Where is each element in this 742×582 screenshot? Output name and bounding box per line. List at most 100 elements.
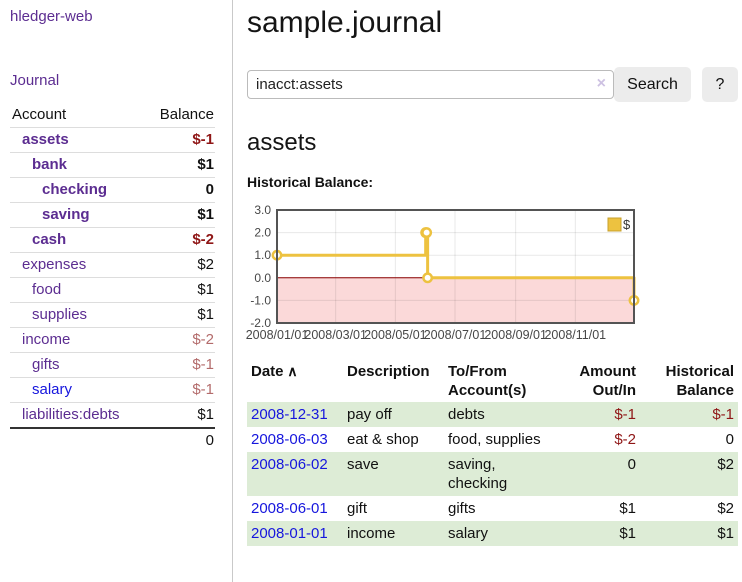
transaction-date-link[interactable]: 2008-06-02 (251, 456, 328, 473)
account-balance: $1 (144, 302, 215, 328)
account-link[interactable]: gifts (32, 356, 60, 373)
sidebar: hledger-web Journal Account Balance asse… (0, 0, 233, 582)
svg-text:2008/11/01: 2008/11/01 (544, 328, 606, 342)
register-row: 2008-12-31 pay off debts $-1 $-1 (247, 402, 738, 427)
register-header-to-from-account-s-: To/From Account(s) (448, 363, 527, 399)
transaction-accounts: salary (444, 521, 554, 546)
transaction-balance: 0 (725, 431, 734, 448)
accounts-header-account: Account (12, 106, 67, 123)
search-button[interactable]: Search (614, 67, 691, 102)
sort-asc-icon: ∧ (283, 363, 298, 379)
register-row: 2008-06-02 save saving, checking 0 $2 (247, 452, 738, 496)
account-link[interactable]: cash (32, 231, 67, 248)
accounts-total-value: 0 (144, 427, 215, 453)
account-row: income $-2 (10, 327, 215, 353)
main-content: sample.journal × Search ? assets Histori… (233, 0, 742, 582)
chart-title: Historical Balance: (247, 174, 374, 190)
transaction-date-link[interactable]: 2008-12-31 (251, 406, 328, 423)
account-link[interactable]: liabilities:debts (22, 406, 120, 423)
account-row: liabilities:debts $1 (10, 402, 215, 428)
transaction-amount: $1 (619, 500, 636, 517)
account-balance: $2 (144, 252, 215, 278)
transaction-accounts: debts (444, 402, 554, 427)
account-balance: $-1 (144, 377, 215, 403)
page-title: sample.journal (247, 6, 443, 39)
account-row: gifts $-1 (10, 352, 215, 378)
register-header-amount-out-in: Amount Out/In (579, 363, 636, 399)
account-balance: $1 (144, 402, 215, 428)
clear-search-icon[interactable]: × (596, 75, 606, 92)
svg-text:-1.0: -1.0 (250, 293, 271, 307)
account-row: assets $-1 (10, 127, 215, 153)
account-link[interactable]: food (32, 281, 62, 298)
account-balance: $-2 (144, 327, 215, 353)
transaction-description: save (343, 452, 444, 496)
transaction-accounts: saving, checking (444, 452, 554, 496)
account-balance: $1 (144, 277, 215, 303)
account-balance: $-1 (144, 127, 215, 153)
transaction-date-link[interactable]: 2008-06-01 (251, 500, 328, 517)
accounts-table: Account Balance assets $-1 bank $1 checking 0… (10, 100, 215, 453)
account-balance: $-1 (144, 352, 215, 378)
transaction-description: eat & shop (347, 431, 419, 448)
transaction-description: gift (347, 500, 368, 517)
account-link[interactable]: salary (32, 381, 73, 398)
account-row: saving $1 (10, 202, 215, 228)
transaction-date-link[interactable]: 2008-06-03 (251, 431, 328, 448)
svg-text:2008/07/01: 2008/07/01 (424, 328, 487, 342)
account-link[interactable]: assets (22, 131, 69, 148)
account-link[interactable]: supplies (32, 306, 88, 323)
transaction-balance: $1 (640, 521, 738, 546)
accounts-total-row: 0 (10, 427, 215, 453)
svg-text:2008/05/01: 2008/05/01 (364, 328, 427, 342)
register-header-date[interactable]: Date ∧ (251, 363, 298, 380)
svg-text:2.0: 2.0 (254, 226, 271, 240)
account-row: cash $-2 (10, 227, 215, 253)
transaction-balance: $-1 (640, 402, 738, 427)
account-row: supplies $1 (10, 302, 215, 328)
transaction-amount: $-2 (614, 431, 636, 448)
transaction-description: pay off (343, 402, 444, 427)
accounts-header-balance: Balance (159, 106, 214, 123)
account-row: checking 0 (10, 177, 215, 203)
help-button[interactable]: ? (702, 67, 738, 102)
svg-text:2008/01/01: 2008/01/01 (246, 328, 309, 342)
search-form: × (247, 70, 614, 99)
app-brand-link[interactable]: hledger-web (10, 8, 93, 25)
svg-text:0.0: 0.0 (254, 271, 271, 285)
account-link[interactable]: expenses (22, 256, 87, 273)
register-row: 2008-06-01 gift gifts $1 $2 (247, 496, 738, 521)
svg-text:1.0: 1.0 (254, 248, 271, 262)
account-heading: assets (247, 129, 317, 156)
register-header-historical-balance: Historical Balance (665, 363, 734, 399)
transaction-amount: $1 (554, 521, 640, 546)
svg-text:2008/09/01: 2008/09/01 (484, 328, 547, 342)
account-row: bank $1 (10, 152, 215, 178)
svg-text:3.0: 3.0 (254, 203, 271, 217)
account-row: expenses $2 (10, 252, 215, 278)
account-link[interactable]: bank (32, 156, 68, 173)
account-link[interactable]: income (22, 331, 71, 348)
account-balance: $-2 (144, 227, 215, 253)
account-row: food $1 (10, 277, 215, 303)
transaction-accounts: gifts (448, 500, 476, 517)
sidebar-item-journal[interactable]: Journal (10, 72, 60, 89)
transaction-amount: 0 (554, 452, 640, 496)
historical-balance-chart: 3.0 2.0 1.0 0.0 -1.0 -2.02008/01/012008/03/01… (246, 203, 640, 342)
account-balance: $1 (144, 152, 215, 178)
register-table: Date ∧ Description To/From Account(s) Amoun… (247, 360, 738, 546)
register-row: 2008-01-01 income salary $1 $1 (247, 521, 738, 546)
account-balance: $1 (144, 202, 215, 228)
transaction-description: income (343, 521, 444, 546)
search-input[interactable] (247, 70, 614, 99)
transaction-balance: $2 (717, 500, 734, 517)
transaction-date-link[interactable]: 2008-01-01 (251, 525, 328, 542)
account-link[interactable]: checking (42, 181, 108, 198)
transaction-balance: $2 (640, 452, 738, 496)
account-balance: 0 (144, 177, 215, 203)
svg-text:$: $ (623, 217, 631, 232)
svg-text:-2.0: -2.0 (250, 316, 271, 330)
transaction-amount: $-1 (554, 402, 640, 427)
transaction-accounts: food, supplies (448, 431, 541, 448)
account-link[interactable]: saving (42, 206, 90, 223)
